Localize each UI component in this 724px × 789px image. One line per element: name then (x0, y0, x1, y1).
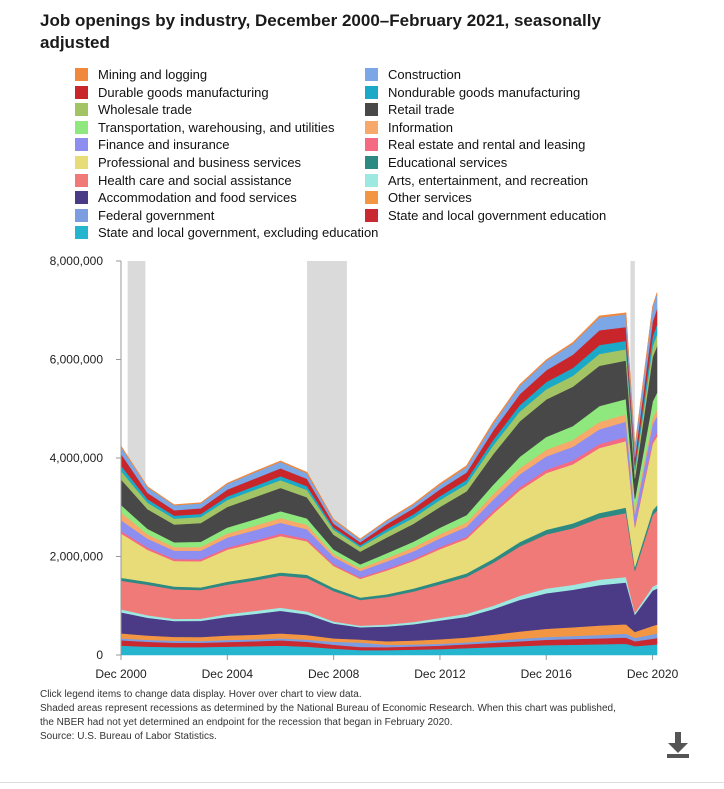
legend-swatch (75, 120, 88, 134)
legend-swatch (75, 156, 88, 169)
bottom-divider (0, 782, 724, 783)
legend-label: State and local government education (388, 207, 607, 223)
legend-swatch (365, 156, 378, 169)
legend-swatch (365, 120, 378, 134)
legend-item[interactable]: Federal government (75, 207, 214, 224)
legend-item[interactable]: Arts, entertainment, and recreation (365, 172, 588, 189)
legend-label: Federal government (98, 207, 215, 223)
note-source: Source: U.S. Bureau of Labor Statistics. (40, 731, 217, 742)
y-tick-label: 0 (96, 648, 103, 662)
legend-label: Transportation, warehousing, and utiliti… (98, 119, 335, 135)
legend-item[interactable]: Professional and business services (75, 154, 301, 171)
legend-label: Real estate and rental and leasing (388, 137, 586, 153)
legend-swatch (365, 68, 378, 81)
chart-title: Job openings by industry, December 2000–… (40, 11, 601, 52)
download-icon[interactable] (664, 730, 692, 760)
legend-swatch (75, 138, 88, 152)
chart-notes: Click legend items to change data displa… (40, 688, 710, 744)
legend-swatch (75, 208, 88, 222)
legend-swatch (75, 191, 88, 205)
legend-label: Finance and insurance (98, 137, 230, 153)
legend-label: Accommodation and food services (98, 190, 297, 206)
legend-label: Professional and business services (98, 155, 302, 170)
legend-item[interactable]: Accommodation and food services (75, 189, 297, 206)
legend-label: Mining and logging (98, 67, 208, 82)
legend-swatch (75, 85, 88, 99)
legend-item[interactable]: Information (365, 119, 453, 136)
legend-item[interactable]: Construction (365, 66, 461, 83)
legend-label: Construction (388, 67, 461, 82)
legend-label: Educational services (388, 155, 508, 170)
x-tick-label: Dec 2000 (95, 667, 147, 681)
legend-item[interactable]: Transportation, warehousing, and utiliti… (75, 119, 335, 136)
legend-item[interactable]: Mining and logging (75, 66, 207, 83)
legend-item[interactable]: Real estate and rental and leasing (365, 136, 585, 153)
legend-swatch (365, 173, 378, 187)
x-tick-label: Dec 2004 (202, 667, 254, 681)
note-interaction: Click legend items to change data displa… (40, 689, 362, 700)
legend-item[interactable]: Nondurable goods manufacturing (365, 84, 580, 101)
x-tick-label: Dec 2016 (521, 667, 573, 681)
legend-label: Health care and social assistance (98, 172, 292, 188)
legend-item[interactable]: Finance and insurance (75, 136, 230, 153)
legend-label: Information (388, 119, 454, 135)
area-series[interactable] (120, 292, 658, 540)
legend-item[interactable]: Educational services (365, 154, 507, 171)
legend-swatch (365, 138, 378, 152)
note-recessions-1: Shaded areas represent recessions as det… (40, 703, 616, 714)
legend-label: Durable goods manufacturing (98, 84, 269, 100)
legend-label: Other services (388, 190, 472, 206)
y-tick-label: 8,000,000 (50, 254, 104, 268)
x-tick-label: Dec 2020 (627, 667, 679, 681)
legend-item[interactable]: State and local government, excluding ed… (75, 224, 378, 241)
legend-swatch (75, 68, 88, 81)
legend-item[interactable]: Wholesale trade (75, 101, 192, 118)
y-tick-label: 4,000,000 (50, 451, 104, 465)
legend-label: Retail trade (388, 102, 455, 118)
y-tick-label: 2,000,000 (50, 550, 104, 564)
legend-item[interactable]: Health care and social assistance (75, 172, 292, 189)
legend-swatch (75, 173, 88, 187)
legend-swatch (365, 191, 378, 205)
legend-swatch (75, 226, 88, 240)
x-tick-label: Dec 2012 (414, 667, 466, 681)
y-tick-label: 6,000,000 (50, 353, 104, 367)
download-arrow-icon (667, 732, 689, 758)
legend-item[interactable]: Retail trade (365, 101, 454, 118)
legend-item[interactable]: Other services (365, 189, 472, 206)
legend-item[interactable]: Durable goods manufacturing (75, 84, 269, 101)
legend-swatch (365, 208, 378, 222)
x-tick-label: Dec 2008 (308, 667, 360, 681)
legend-item[interactable]: State and local government education (365, 207, 606, 224)
stacked-area-chart[interactable]: 0 2,000,000 4,000,000 6,000,000 8,000,000 Dec… (0, 245, 724, 685)
legend-label: State and local government, excluding ed… (98, 225, 379, 241)
legend-swatch (75, 103, 88, 117)
legend-label: Nondurable goods manufacturing (388, 84, 581, 100)
legend-label: Arts, entertainment, and recreation (388, 172, 589, 188)
legend-swatch (365, 103, 378, 117)
legend-label: Wholesale trade (98, 102, 192, 118)
note-recessions-2: the NBER had not yet determined an endpo… (40, 717, 453, 728)
legend-swatch (365, 85, 378, 99)
